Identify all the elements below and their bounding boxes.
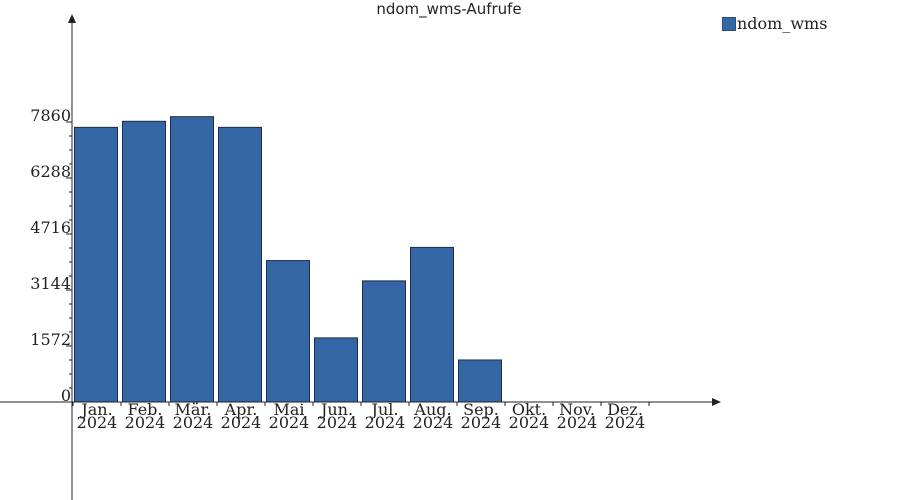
x-tick-label-line: Jan. <box>79 400 112 419</box>
axes-group <box>0 14 721 500</box>
x-tick-label-line: Mai <box>273 400 304 419</box>
x-tick-label-line: Okt. <box>512 400 546 419</box>
x-tick-label-line: 2024 <box>125 413 166 432</box>
x-axis-arrow <box>712 398 721 406</box>
bar-1 <box>122 120 166 403</box>
ticks-group <box>66 121 650 406</box>
legend-swatch <box>722 16 736 31</box>
x-tick-label-line: 2024 <box>461 413 502 432</box>
x-tick-label-6: Jul. 2024 <box>365 400 406 432</box>
x-tick-label-9: Okt. 2024 <box>509 400 550 432</box>
x-tick-label-line: Feb. <box>127 400 162 419</box>
legend-label: ndom_wms <box>737 14 828 33</box>
x-tick-label-2: Mär. 2024 <box>173 400 214 432</box>
x-tick-label-7: Aug. 2024 <box>413 400 454 432</box>
bar-7 <box>410 246 454 403</box>
x-tick-label-line: 2024 <box>77 413 118 432</box>
x-tick-label-line: 2024 <box>221 413 262 432</box>
bar-5 <box>314 337 358 403</box>
bar-2 <box>170 116 214 403</box>
x-tick-label-line: 2024 <box>605 413 646 432</box>
x-tick-label-line: 2024 <box>173 413 214 432</box>
x-tick-label-line: Jun. <box>319 400 353 419</box>
x-tick-label-line: Nov. <box>559 400 595 419</box>
x-tick-label-line: Jul. <box>370 400 399 419</box>
bar-0 <box>74 126 118 403</box>
x-tick-label-1: Feb. 2024 <box>125 400 166 432</box>
x-tick-label-line: 2024 <box>317 413 358 432</box>
x-tick-label-line: Sep. <box>463 400 499 419</box>
x-tick-label-4: Mai 2024 <box>269 400 310 432</box>
x-tick-label-line: Dez. <box>607 400 643 419</box>
x-tick-label-line: 2024 <box>365 413 406 432</box>
bars-group <box>74 116 502 403</box>
x-tick-label-0: Jan. 2024 <box>77 400 118 432</box>
x-tick-label-line: Apr. <box>224 400 258 419</box>
y-tick-label-5: 7860 <box>30 106 71 125</box>
x-tick-label-10: Nov. 2024 <box>557 400 598 432</box>
y-tick-label-1: 1572 <box>30 330 71 349</box>
x-tick-label-8: Sep. 2024 <box>461 400 502 432</box>
x-tick-label-line: Aug. <box>413 400 451 419</box>
bar-4 <box>266 260 310 403</box>
x-tick-label-3: Apr. 2024 <box>221 400 262 432</box>
chart-title: ndom_wms-Aufrufe <box>376 0 522 18</box>
y-axis-arrow <box>68 14 76 23</box>
x-tick-label-11: Dez. 2024 <box>605 400 646 432</box>
legend: ndom_wms <box>722 14 827 33</box>
y-tick-label-4: 6288 <box>30 162 71 181</box>
x-tick-label-line: 2024 <box>413 413 454 432</box>
y-tick-label-2: 3144 <box>30 274 71 293</box>
bar-6 <box>362 280 406 403</box>
bar-8 <box>458 359 502 403</box>
x-tick-label-line: 2024 <box>269 413 310 432</box>
bar-3 <box>218 126 262 403</box>
y-tick-label-3: 4716 <box>30 218 71 237</box>
x-tick-label-line: 2024 <box>557 413 598 432</box>
x-tick-label-5: Jun. 2024 <box>317 400 358 432</box>
y-tick-label-0: 0 <box>61 386 71 405</box>
x-tick-label-line: 2024 <box>509 413 550 432</box>
x-tick-label-line: Mär. <box>175 400 212 419</box>
